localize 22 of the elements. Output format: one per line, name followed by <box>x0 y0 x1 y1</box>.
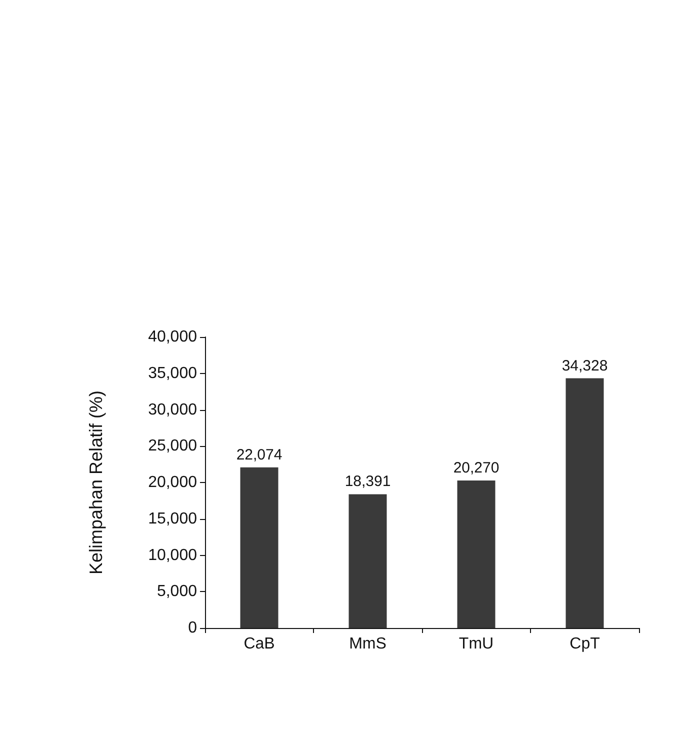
data-label: 22,074 <box>236 446 282 464</box>
y-tick-label: 25,000 <box>148 438 198 455</box>
y-tick-label: 5,000 <box>156 583 198 600</box>
y-tick-label: 10,000 <box>148 546 198 564</box>
y-tick-label: 0 <box>188 620 198 636</box>
y-tick-label: 40,000 <box>148 328 198 346</box>
y-axis-title: Kelimpahan Relatif (%) <box>86 390 106 575</box>
data-label: 20,270 <box>453 460 500 477</box>
y-tick-label: 15,000 <box>148 510 198 528</box>
y-tick-label: 30,000 <box>148 401 198 418</box>
data-label: 18,391 <box>344 473 391 490</box>
x-tick-label: TmU <box>458 636 494 652</box>
y-tick-label: 35,000 <box>148 364 198 382</box>
x-tick-label: CpT <box>570 636 600 652</box>
y-tick-label: 20,000 <box>148 474 198 491</box>
bar <box>566 378 604 628</box>
data-label: 34,328 <box>562 357 608 374</box>
bar <box>457 480 496 628</box>
bar <box>240 467 278 628</box>
x-tick-label: CaB <box>244 636 275 652</box>
bar <box>348 494 387 628</box>
x-tick-label: MmS <box>349 636 386 652</box>
